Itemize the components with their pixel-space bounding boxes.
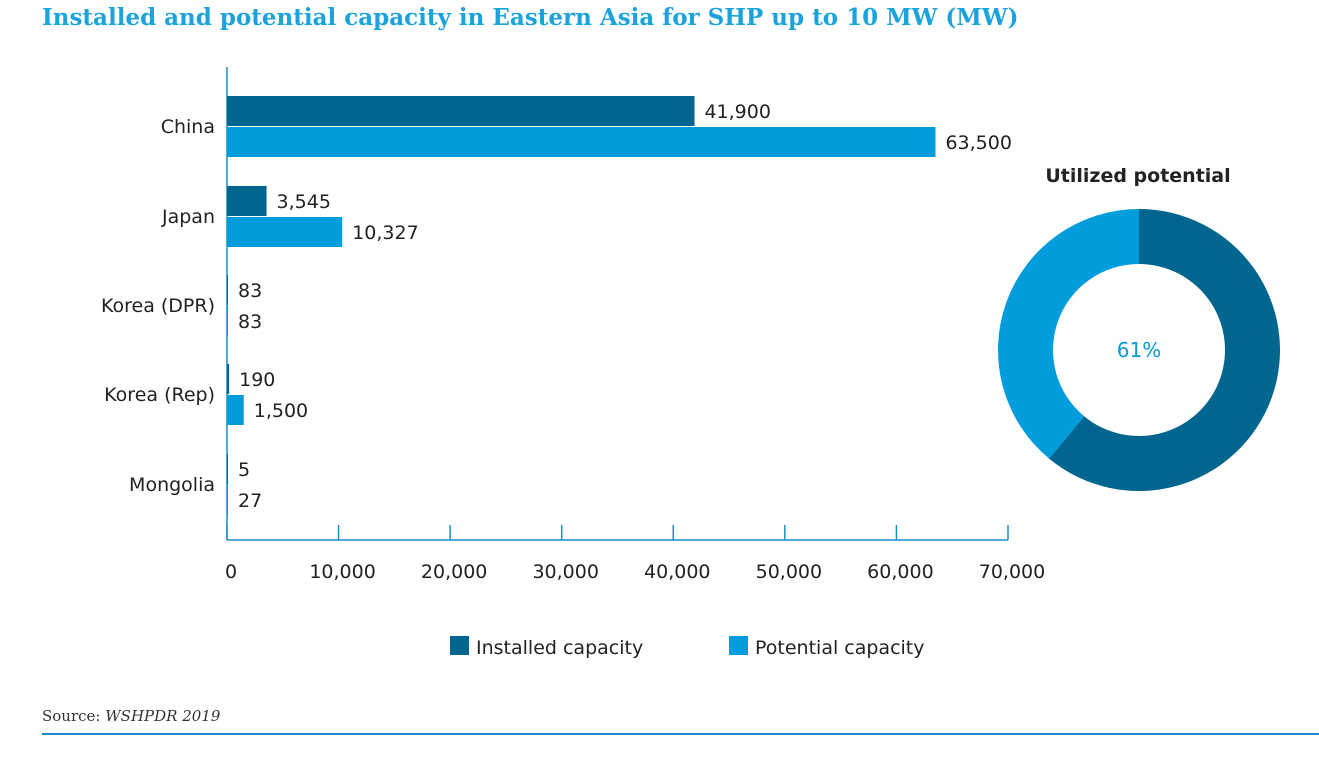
y-category-label: Korea (Rep) — [104, 384, 215, 406]
x-tick-label: 40,000 — [644, 561, 710, 583]
bar-potential — [227, 217, 343, 247]
x-tick-label: 50,000 — [756, 561, 822, 583]
x-tick-label: 30,000 — [532, 561, 598, 583]
x-tick-label: 10,000 — [309, 561, 375, 583]
bar-installed — [227, 364, 230, 394]
legend: Installed capacity Potential capacity — [450, 636, 925, 659]
data-label: 27 — [238, 490, 262, 512]
bar-installed — [227, 96, 695, 126]
source-label: Source: — [42, 707, 101, 725]
y-category-label: Japan — [161, 206, 215, 228]
bar-potential — [227, 395, 244, 425]
legend-label: Installed capacity — [476, 637, 643, 659]
legend-swatch — [729, 636, 748, 655]
data-label: 41,900 — [704, 101, 770, 123]
data-label: 190 — [239, 369, 275, 391]
data-label: 83 — [238, 311, 262, 333]
x-tick-label: 20,000 — [421, 561, 487, 583]
bar-potential — [227, 306, 228, 336]
data-label: 5 — [238, 459, 250, 481]
data-label: 63,500 — [945, 132, 1011, 154]
donut-chart: Utilized potential 61% — [997, 165, 1280, 491]
x-tick-label: 70,000 — [979, 561, 1045, 583]
legend-label: Potential capacity — [755, 637, 925, 659]
data-label: 3,545 — [277, 191, 331, 213]
data-label: 10,327 — [352, 222, 418, 244]
y-category-label: Korea (DPR) — [101, 295, 215, 317]
legend-swatch — [450, 636, 469, 655]
donut-title: Utilized potential — [1045, 165, 1230, 187]
bottom-rule — [42, 733, 1319, 735]
y-category-label: Mongolia — [129, 474, 215, 496]
x-tick-label: 60,000 — [867, 561, 933, 583]
bar-installed — [227, 186, 267, 216]
donut-slice-utilized — [1049, 209, 1280, 491]
donut-center-label: 61% — [1117, 338, 1161, 362]
data-label: 1,500 — [254, 400, 308, 422]
bar-installed — [227, 454, 228, 484]
data-label: 83 — [238, 280, 262, 302]
y-category-label: China — [161, 116, 215, 138]
source-value: WSHPDR 2019 — [105, 707, 221, 725]
chart-title: Installed and potential capacity in East… — [42, 4, 1019, 31]
bar-installed — [227, 275, 228, 305]
source-note: Source: WSHPDR 2019 — [42, 707, 220, 725]
donut-slice-remaining — [997, 209, 1139, 459]
bar-potential — [227, 485, 228, 515]
bar-potential — [227, 127, 936, 157]
x-tick-label: 0 — [225, 561, 237, 583]
bar-chart: 0 10,000 20,000 30,000 40,000 50,000 60,000 70,… — [101, 67, 1045, 583]
